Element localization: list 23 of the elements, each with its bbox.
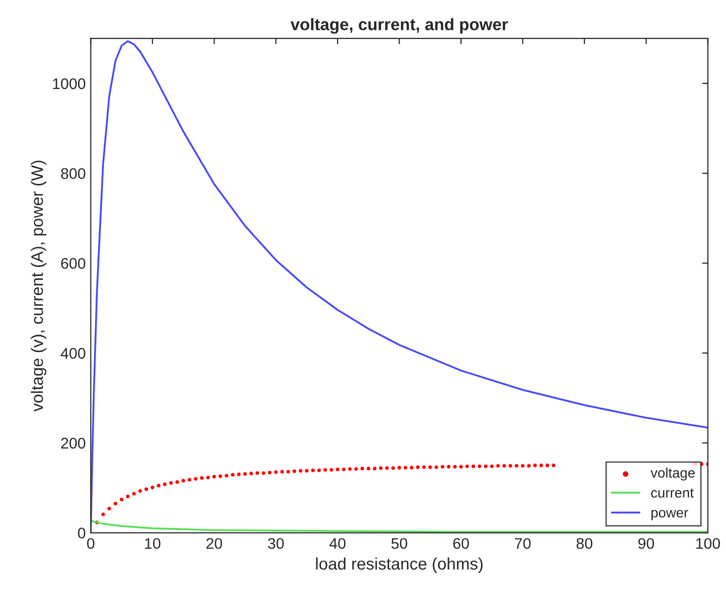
y-tick-label: 400 [60, 348, 86, 359]
y-tick-label: 1000 [53, 78, 86, 90]
y-tick-label: 0 [78, 528, 86, 538]
legend-label: power [651, 510, 688, 520]
x-tick-label: 20 [206, 538, 222, 549]
x-tick-label: 60 [453, 538, 469, 549]
y-axis-title: voltage (v), current (A), power (W) [30, 160, 46, 412]
x-tick-label: 70 [515, 538, 531, 549]
x-tick-label: 50 [391, 538, 408, 549]
legend-label: voltage [650, 468, 695, 481]
y-tick-label: 200 [61, 438, 86, 449]
x-tick-label: 40 [329, 538, 346, 549]
x-tick-label: 10 [145, 538, 160, 549]
x-tick-label: 90 [638, 538, 654, 549]
y-tick-label: 800 [61, 168, 86, 179]
chart-title: voltage, current, and power [290, 18, 508, 34]
x-tick-label: 80 [576, 538, 592, 549]
legend-label: current [651, 488, 694, 498]
x-tick-label: 30 [268, 538, 284, 549]
y-tick-label: 600 [61, 258, 86, 269]
x-tick-label: 0 [87, 538, 94, 549]
x-axis-title: load resistance (ohms) [316, 557, 483, 573]
x-tick-label: 100 [696, 538, 720, 549]
